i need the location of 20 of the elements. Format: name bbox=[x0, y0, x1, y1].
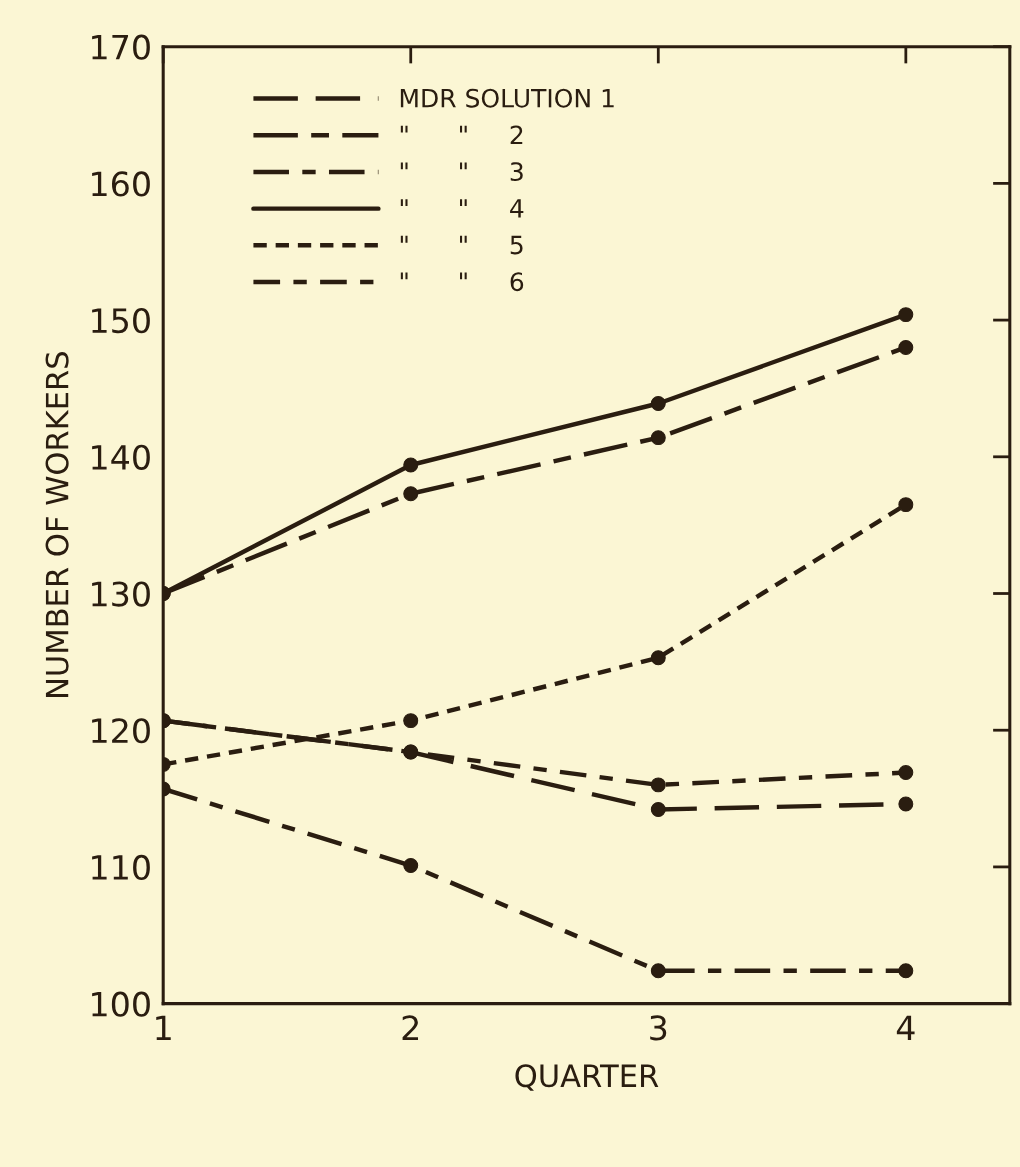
y-tick-label: 150 bbox=[92, 308, 150, 334]
legend-label: " " 3 bbox=[400, 162, 523, 182]
legend-label: " " 2 bbox=[400, 125, 523, 145]
x-tick-label: 3 bbox=[650, 1015, 667, 1041]
x-axis-title: QUARTER bbox=[515, 1064, 659, 1091]
x-tick-label: 4 bbox=[896, 1015, 915, 1041]
y-tick-label: 100 bbox=[92, 991, 150, 1017]
y-tick-label: 140 bbox=[92, 444, 150, 470]
legend-label: " " 6 bbox=[400, 272, 524, 292]
y-tick-label: 130 bbox=[92, 581, 150, 607]
legend-label: " " 5 bbox=[400, 235, 523, 255]
y-tick-label: 120 bbox=[92, 718, 150, 744]
y-tick-label: 110 bbox=[92, 854, 150, 881]
y-tick-label: 160 bbox=[92, 171, 150, 197]
x-tick-label: 1 bbox=[156, 1015, 171, 1041]
x-tick-label: 2 bbox=[402, 1015, 419, 1041]
legend-label: MDR SOLUTION 1 bbox=[400, 88, 614, 108]
legend-label: " " 4 bbox=[400, 199, 524, 218]
y-tick-label: 170 bbox=[92, 34, 150, 60]
y-axis-title: NUMBER OF WORKERS bbox=[45, 352, 69, 697]
